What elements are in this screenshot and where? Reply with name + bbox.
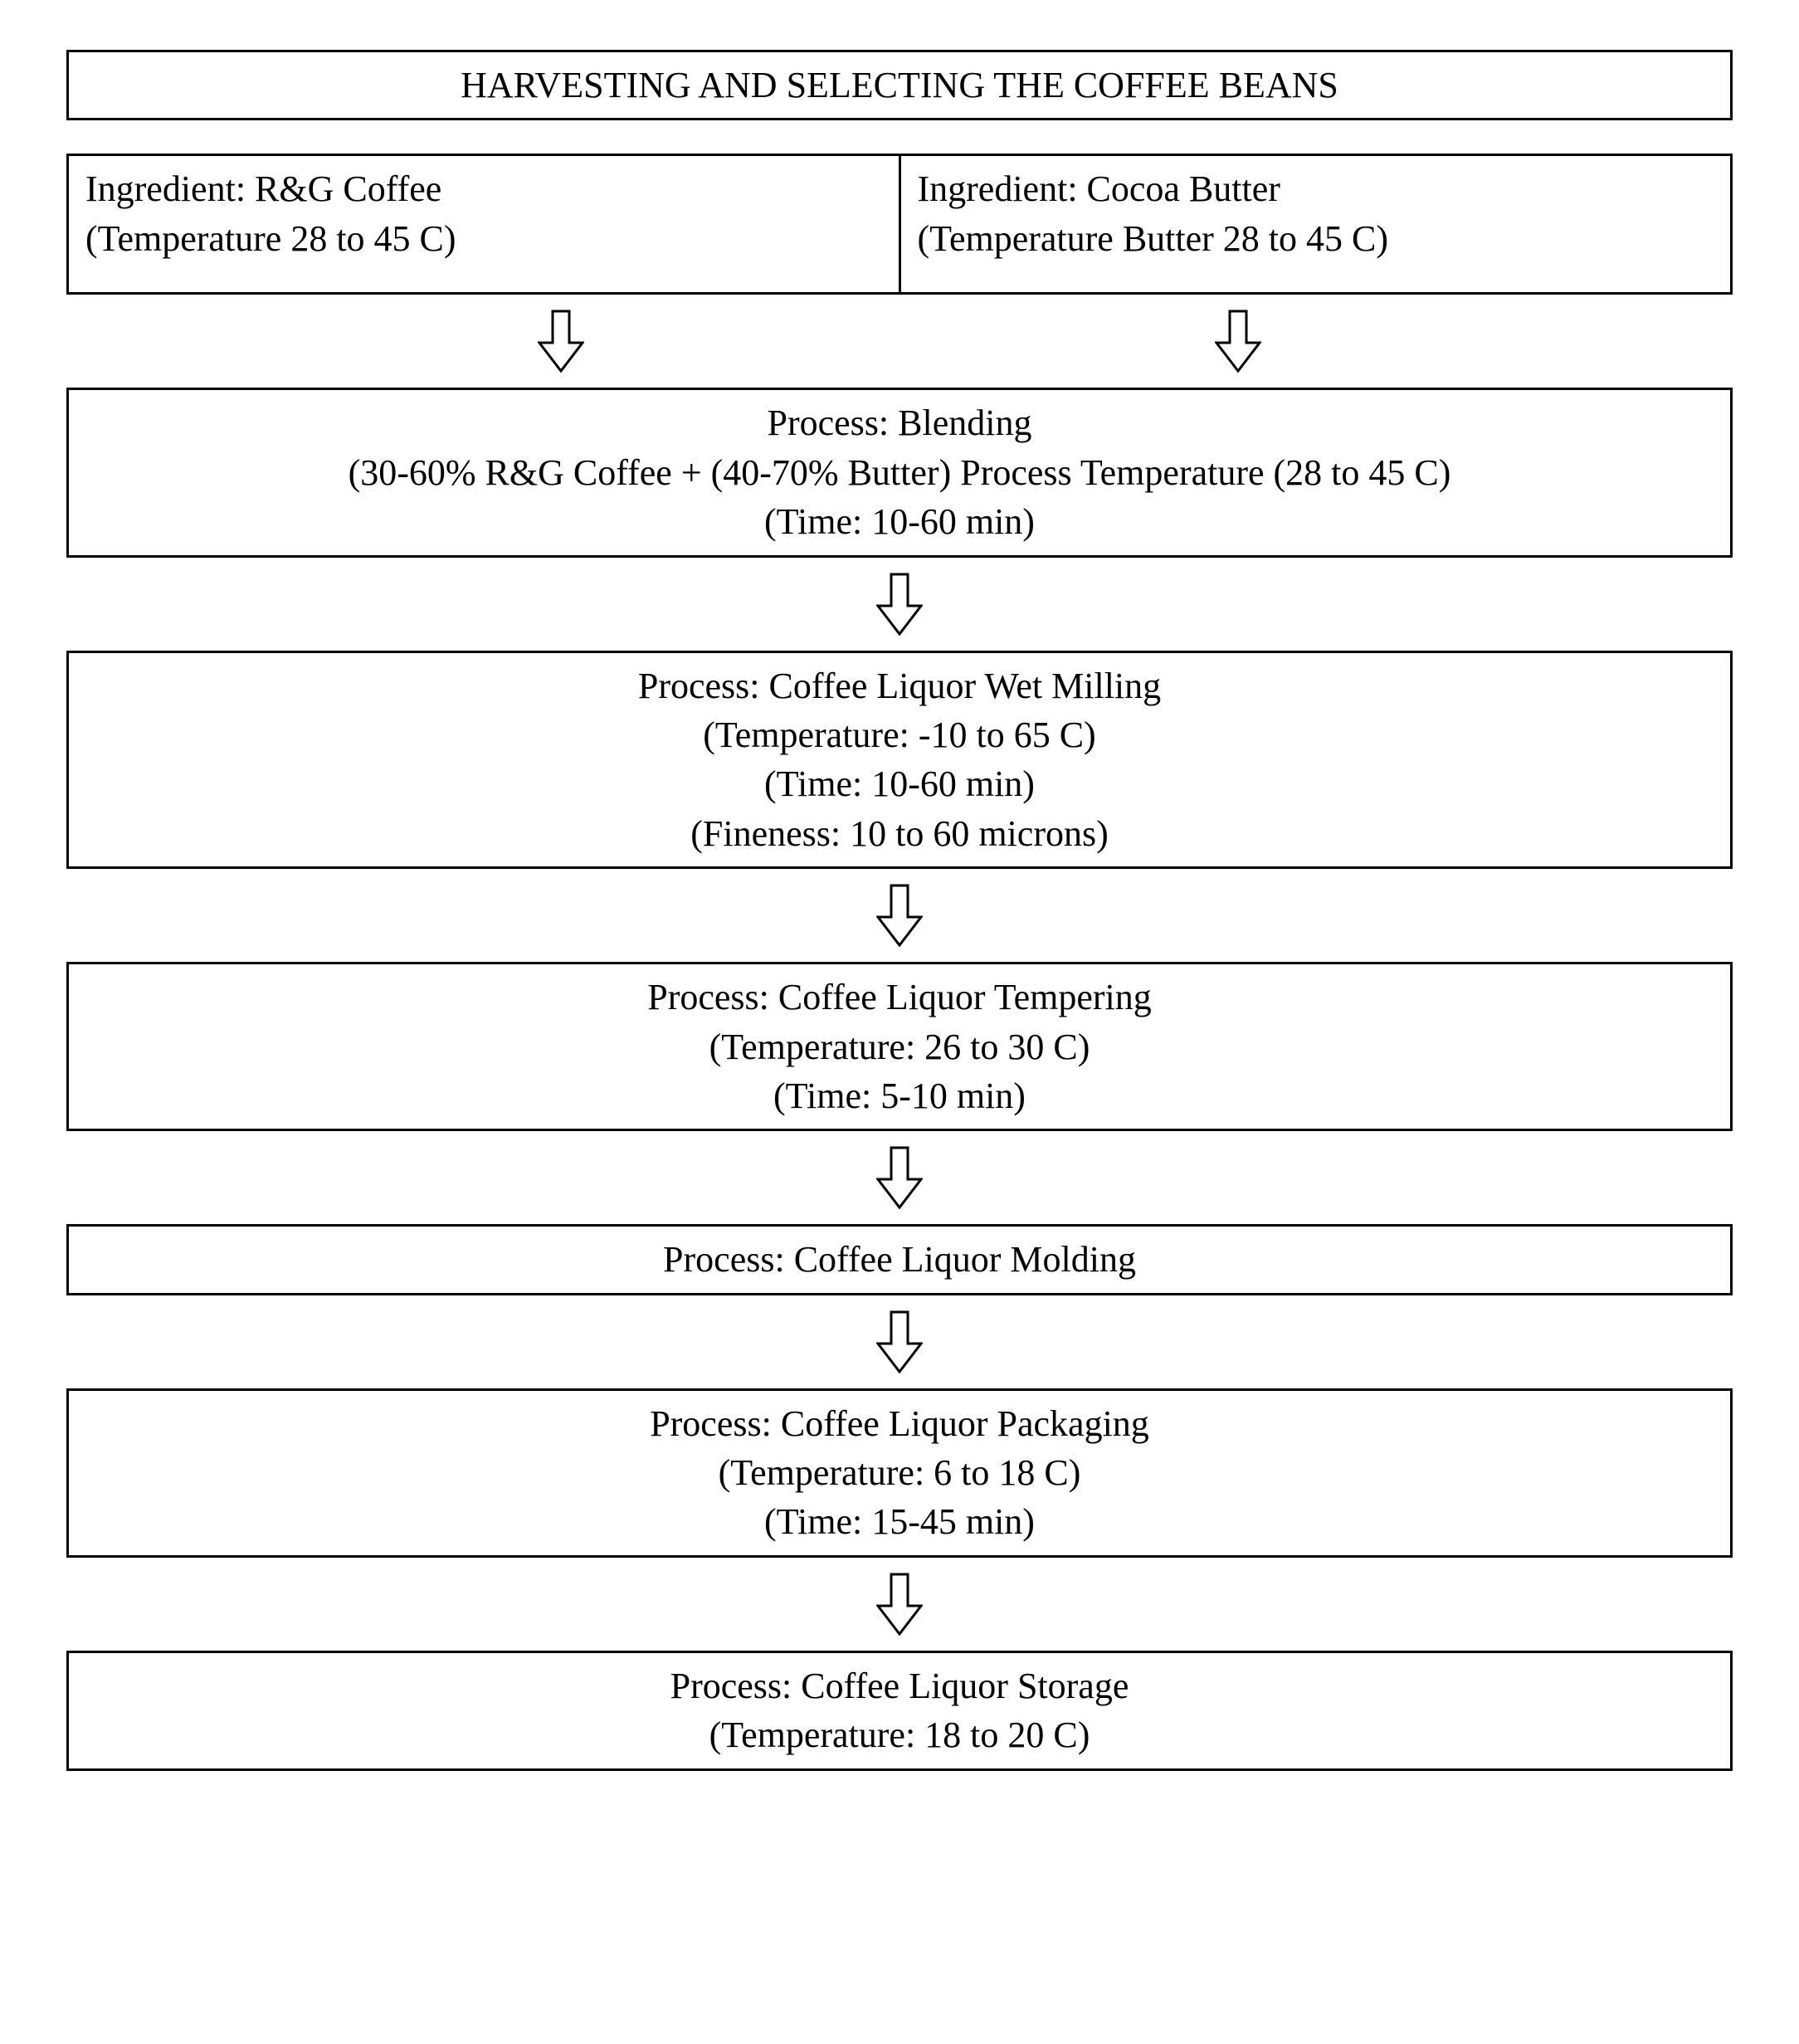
- down-arrow-icon: [1215, 310, 1261, 373]
- process-box-blending: Process: Blending (30-60% R&G Coffee + (…: [66, 388, 1733, 557]
- process-line: (Temperature: 26 to 30 C): [85, 1022, 1714, 1071]
- ingredients-row: Ingredient: R&G Coffee (Temperature 28 t…: [66, 154, 1733, 295]
- title-text: HARVESTING AND SELECTING THE COFFEE BEAN…: [461, 65, 1338, 105]
- process-line: Process: Coffee Liquor Storage: [85, 1661, 1714, 1710]
- down-arrow-icon: [876, 884, 923, 947]
- process-box-molding: Process: Coffee Liquor Molding: [66, 1224, 1733, 1295]
- down-arrow-icon: [876, 573, 923, 636]
- down-arrow-icon: [538, 310, 584, 373]
- process-line: (Temperature: 18 to 20 C): [85, 1710, 1714, 1759]
- process-line: (Fineness: 10 to 60 microns): [85, 809, 1714, 858]
- title-box: HARVESTING AND SELECTING THE COFFEE BEAN…: [66, 50, 1733, 120]
- ingredient-line: (Temperature Butter 28 to 45 C): [918, 214, 1714, 263]
- process-line: Process: Coffee Liquor Molding: [85, 1235, 1714, 1284]
- process-line: (Time: 15-45 min): [85, 1497, 1714, 1546]
- process-box-wet-milling: Process: Coffee Liquor Wet Milling (Temp…: [66, 651, 1733, 870]
- process-line: Process: Coffee Liquor Packaging: [85, 1399, 1714, 1448]
- ingredient-line: Ingredient: Cocoa Butter: [918, 164, 1714, 213]
- flowchart-container: HARVESTING AND SELECTING THE COFFEE BEAN…: [66, 50, 1733, 1771]
- arrow: [66, 884, 1733, 947]
- arrow: [66, 1573, 1733, 1636]
- arrow: [66, 1310, 1733, 1373]
- process-box-tempering: Process: Coffee Liquor Tempering (Temper…: [66, 962, 1733, 1131]
- process-line: (Temperature: -10 to 65 C): [85, 710, 1714, 759]
- down-arrow-icon: [876, 1573, 923, 1636]
- process-box-storage: Process: Coffee Liquor Storage (Temperat…: [66, 1651, 1733, 1771]
- process-line: (Time: 10-60 min): [85, 759, 1714, 808]
- down-arrow-icon: [876, 1146, 923, 1209]
- arrow: [66, 573, 1733, 636]
- ingredient-line: Ingredient: R&G Coffee: [85, 164, 882, 213]
- process-line: (Time: 10-60 min): [85, 497, 1714, 546]
- down-arrow-icon: [876, 1310, 923, 1373]
- ingredient-line: (Temperature 28 to 45 C): [85, 214, 882, 263]
- process-line: (Time: 5-10 min): [85, 1071, 1714, 1120]
- arrow-pair: [66, 310, 1733, 373]
- process-line: Process: Coffee Liquor Tempering: [85, 973, 1714, 1022]
- process-line: Process: Coffee Liquor Wet Milling: [85, 661, 1714, 710]
- process-line: (30-60% R&G Coffee + (40-70% Butter) Pro…: [85, 448, 1714, 497]
- ingredient-box-cocoa: Ingredient: Cocoa Butter (Temperature Bu…: [901, 154, 1733, 295]
- ingredient-box-coffee: Ingredient: R&G Coffee (Temperature 28 t…: [66, 154, 901, 295]
- arrow: [66, 1146, 1733, 1209]
- process-box-packaging: Process: Coffee Liquor Packaging (Temper…: [66, 1388, 1733, 1558]
- process-line: (Temperature: 6 to 18 C): [85, 1448, 1714, 1497]
- process-line: Process: Blending: [85, 398, 1714, 447]
